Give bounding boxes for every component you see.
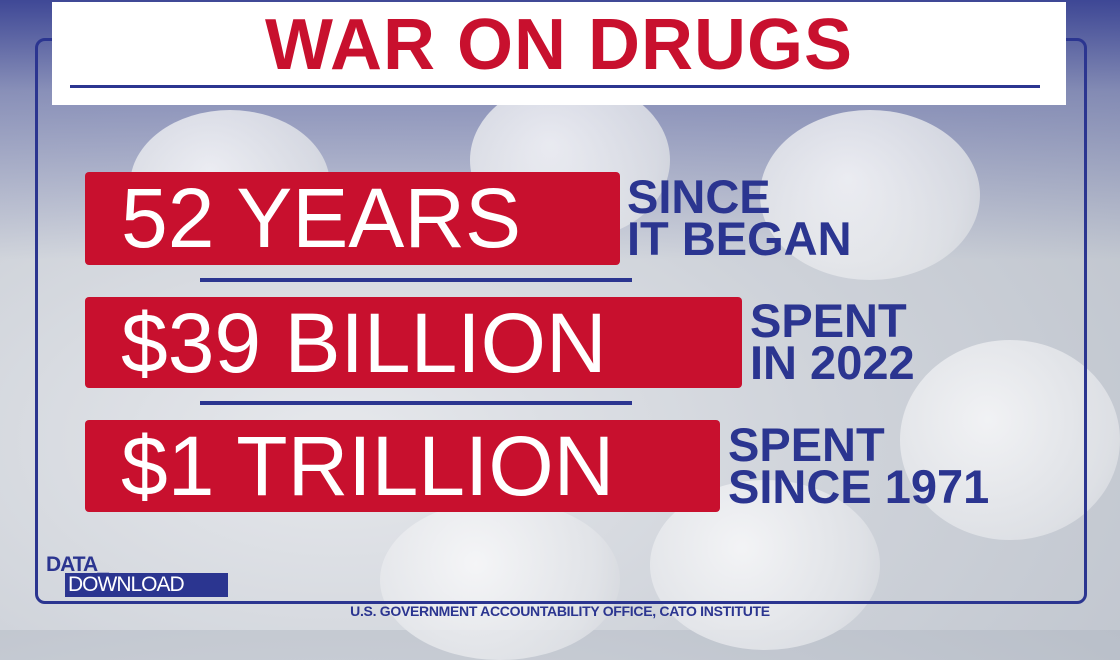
stat-label-line: IN 2022 [750, 336, 915, 389]
logo-download: DOWNLOAD [65, 573, 228, 597]
stat-label-line: SINCE 1971 [728, 460, 990, 513]
title-box: WAR ON DRUGS [52, 2, 1066, 105]
divider [200, 401, 632, 405]
stat-label-line: IT BEGAN [627, 212, 852, 265]
stat-label-years: SINCE IT BEGAN [627, 170, 852, 265]
stat-value-billion: $39 BILLION [85, 297, 742, 389]
stat-label-line: SPENT [728, 418, 885, 471]
title-underline [70, 85, 1040, 88]
stat-value-trillion: $1 TRILLION [85, 420, 720, 512]
page-title: WAR ON DRUGS [265, 5, 853, 85]
stat-label-line: SINCE [627, 170, 771, 223]
stat-label-line: SPENT [750, 294, 907, 347]
logo-data: DATA_ [46, 553, 109, 576]
stat-label-trillion: SPENT SINCE 1971 [728, 418, 990, 513]
stat-value-years: 52 YEARS [85, 172, 620, 265]
source-credit: U.S. GOVERNMENT ACCOUNTABILITY OFFICE, C… [350, 603, 770, 619]
stat-label-billion: SPENT IN 2022 [750, 294, 915, 389]
divider [200, 278, 632, 282]
pill-image [760, 110, 980, 280]
pill-image [900, 340, 1120, 540]
